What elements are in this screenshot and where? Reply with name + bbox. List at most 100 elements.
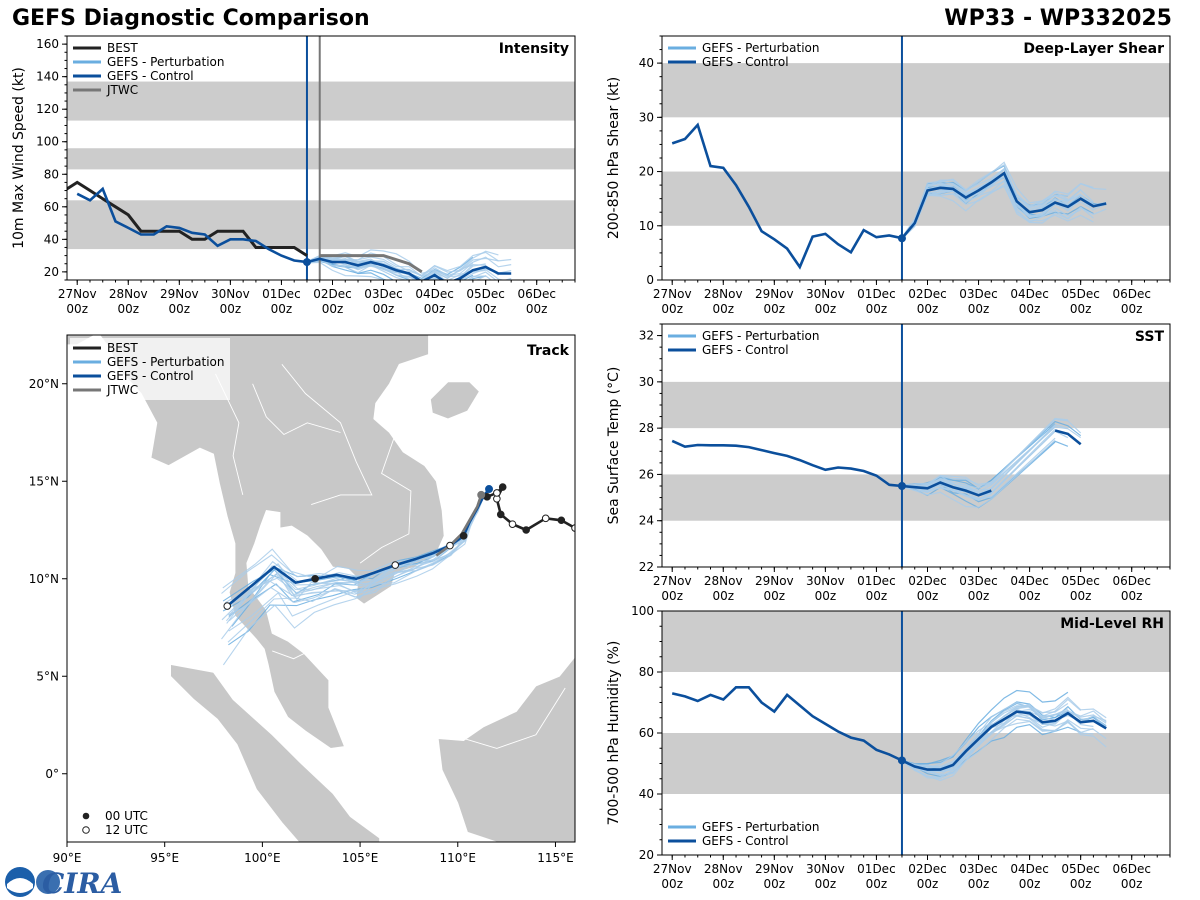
track-legend-label-3: JTWC	[106, 383, 138, 397]
intensity-xtick-hour: 00z	[169, 302, 191, 316]
track-map-area	[67, 335, 575, 900]
sst-ylabel: Sea Surface Temp (°C)	[606, 367, 622, 525]
sst-xtick-day: 06Dec	[1112, 574, 1151, 588]
intensity-band-2	[67, 81, 575, 121]
intensity-xtick-hour: 00z	[322, 302, 344, 316]
rh-xtick-day: 29Nov	[755, 862, 794, 876]
intensity-ytick-label: 100	[36, 135, 59, 149]
rh-perturbation-line	[901, 715, 1094, 775]
rh-legend-label-1: GEFS - Control	[702, 834, 789, 848]
intensity-panel: 2040608010012014016027Nov00z28Nov00z29No…	[11, 35, 576, 316]
intensity-xtick-day: 30Nov	[211, 287, 250, 301]
shear-ytick-label: 20	[639, 165, 654, 179]
sst-perturbation-line	[901, 418, 1082, 487]
track-legend-label-2: GEFS - Control	[107, 369, 194, 383]
rh-xtick-day: 28Nov	[704, 862, 743, 876]
shear-xtick-hour: 00z	[764, 302, 786, 316]
land-borneo	[437, 656, 575, 842]
intensity-jtwcline	[319, 254, 423, 274]
intensity-xtick-hour: 00z	[526, 302, 548, 316]
intensity-xtick-day: 28Nov	[109, 287, 148, 301]
sst-perturbation-line	[901, 417, 1068, 486]
shear-xtick-day: 28Nov	[704, 287, 743, 301]
sst-perturbation-line	[901, 428, 1056, 501]
rh-xtick-day: 27Nov	[653, 862, 692, 876]
intensity-xtick-day: 29Nov	[160, 287, 199, 301]
rh-xtick-day: 04Dec	[1010, 862, 1049, 876]
shear-xtick-hour: 00z	[1019, 302, 1041, 316]
best-track-point	[493, 489, 501, 497]
legend-12utc-marker	[82, 826, 90, 834]
track-legend-label-1: GEFS - Perturbation	[107, 355, 224, 369]
intensity-xtick-hour: 00z	[117, 302, 139, 316]
sst-perturbation-line	[901, 430, 1069, 496]
land-islet	[574, 531, 575, 549]
sst-xtick-day: 05Dec	[1061, 574, 1100, 588]
sst-panel-title: SST	[1135, 329, 1165, 345]
shear-xtick-hour: 00z	[917, 302, 939, 316]
jtwc-track-point	[446, 541, 454, 550]
sst-init-point	[897, 482, 906, 490]
shear-xtick-hour: 00z	[661, 302, 683, 316]
rh-panel-title: Mid-Level RH	[1060, 616, 1164, 632]
rh-xtick-hour: 00z	[661, 877, 683, 891]
control-track-point	[459, 532, 468, 540]
shear-xtick-hour: 00z	[866, 302, 888, 316]
shear-perturbation-line	[901, 167, 1082, 240]
track-panel-title: Track	[527, 343, 570, 359]
shear-perturbation-line	[901, 183, 1081, 239]
shear-xtick-hour: 00z	[712, 302, 734, 316]
sst-band-0	[662, 474, 1170, 521]
intensity-xtick-day: 01Dec	[262, 287, 301, 301]
sst-xtick-hour: 00z	[1019, 589, 1041, 603]
rh-gefs-controlline	[671, 685, 1107, 771]
rh-perturbation-line	[901, 718, 1107, 782]
intensity-xtick-hour: 00z	[475, 302, 497, 316]
rh-xtick-day: 03Dec	[959, 862, 998, 876]
sst-xtick-hour: 00z	[764, 589, 786, 603]
track-xtick-label: 100°E	[244, 851, 281, 865]
track-ytick-label: 15°N	[29, 474, 59, 488]
intensity-ytick-label: 80	[44, 167, 59, 181]
rh-ytick-label: 60	[639, 726, 654, 740]
rh-xtick-hour: 00z	[815, 877, 837, 891]
best-track-point	[522, 526, 530, 534]
sst-frame	[661, 323, 1171, 568]
track-xtick-label: 90°E	[53, 851, 82, 865]
rh-legend-label-0: GEFS - Perturbation	[702, 820, 819, 834]
sst-band-1	[662, 381, 1170, 429]
intensity-band-0	[67, 200, 575, 250]
shear-xtick-hour: 00z	[815, 302, 837, 316]
shear-xtick-day: 02Dec	[908, 287, 947, 301]
intensity-xtick-day: 03Dec	[364, 287, 403, 301]
sst-xtick-hour: 00z	[866, 589, 888, 603]
shear-xtick-hour: 00z	[1121, 302, 1143, 316]
best-track-point	[557, 516, 566, 525]
shear-xtick-day: 29Nov	[755, 287, 794, 301]
sst-xtick-day: 02Dec	[908, 574, 947, 588]
track-xtick-label: 115°E	[537, 851, 574, 865]
intensity-xtick-hour: 00z	[271, 302, 293, 316]
land-sumatra	[170, 664, 381, 842]
shear-xtick-hour: 00z	[968, 302, 990, 316]
rh-xtick-hour: 00z	[1070, 877, 1092, 891]
shear-band-1	[662, 63, 1170, 118]
shear-panel: 01020304027Nov00z28Nov00z29Nov00z30Nov00…	[606, 35, 1171, 316]
land-java	[360, 891, 575, 900]
best-track-point	[498, 483, 507, 491]
shear-xtick-day: 01Dec	[857, 287, 896, 301]
rh-plot-area	[662, 611, 1170, 855]
shear-legend-label-0: GEFS - Perturbation	[702, 41, 819, 55]
intensity-plot-area	[67, 36, 575, 280]
rh-ytick-label: 40	[639, 787, 654, 801]
intensity-ylabel: 10m Max Wind Speed (kt)	[11, 67, 27, 249]
control-track-point	[391, 561, 400, 569]
shear-plot-area	[662, 36, 1170, 280]
track-ytick-label: 20°N	[29, 377, 59, 391]
track-panel: 90°E 95°E 100°E 105°E 110°E 115°E 0° 5°N 10°N 15°…	[29, 334, 576, 900]
intensity-ytick-label: 60	[44, 200, 59, 214]
rh-xtick-hour: 00z	[764, 877, 786, 891]
intensity-gefs-controlline	[76, 186, 512, 280]
track-ytick-label: 0°	[45, 767, 59, 781]
border-line-2	[359, 434, 412, 564]
